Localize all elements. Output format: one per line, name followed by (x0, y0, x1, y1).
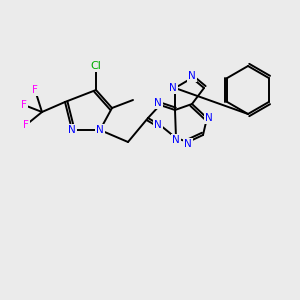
Text: N: N (205, 113, 213, 123)
Text: F: F (21, 100, 27, 110)
Text: N: N (68, 125, 76, 135)
Text: N: N (154, 98, 162, 108)
Text: F: F (23, 120, 29, 130)
Text: N: N (154, 120, 162, 130)
Text: Cl: Cl (91, 61, 101, 71)
Text: F: F (32, 85, 38, 95)
Text: N: N (96, 125, 104, 135)
Text: N: N (188, 71, 196, 81)
Text: N: N (184, 139, 192, 149)
Text: N: N (172, 135, 180, 145)
Text: N: N (169, 83, 177, 93)
